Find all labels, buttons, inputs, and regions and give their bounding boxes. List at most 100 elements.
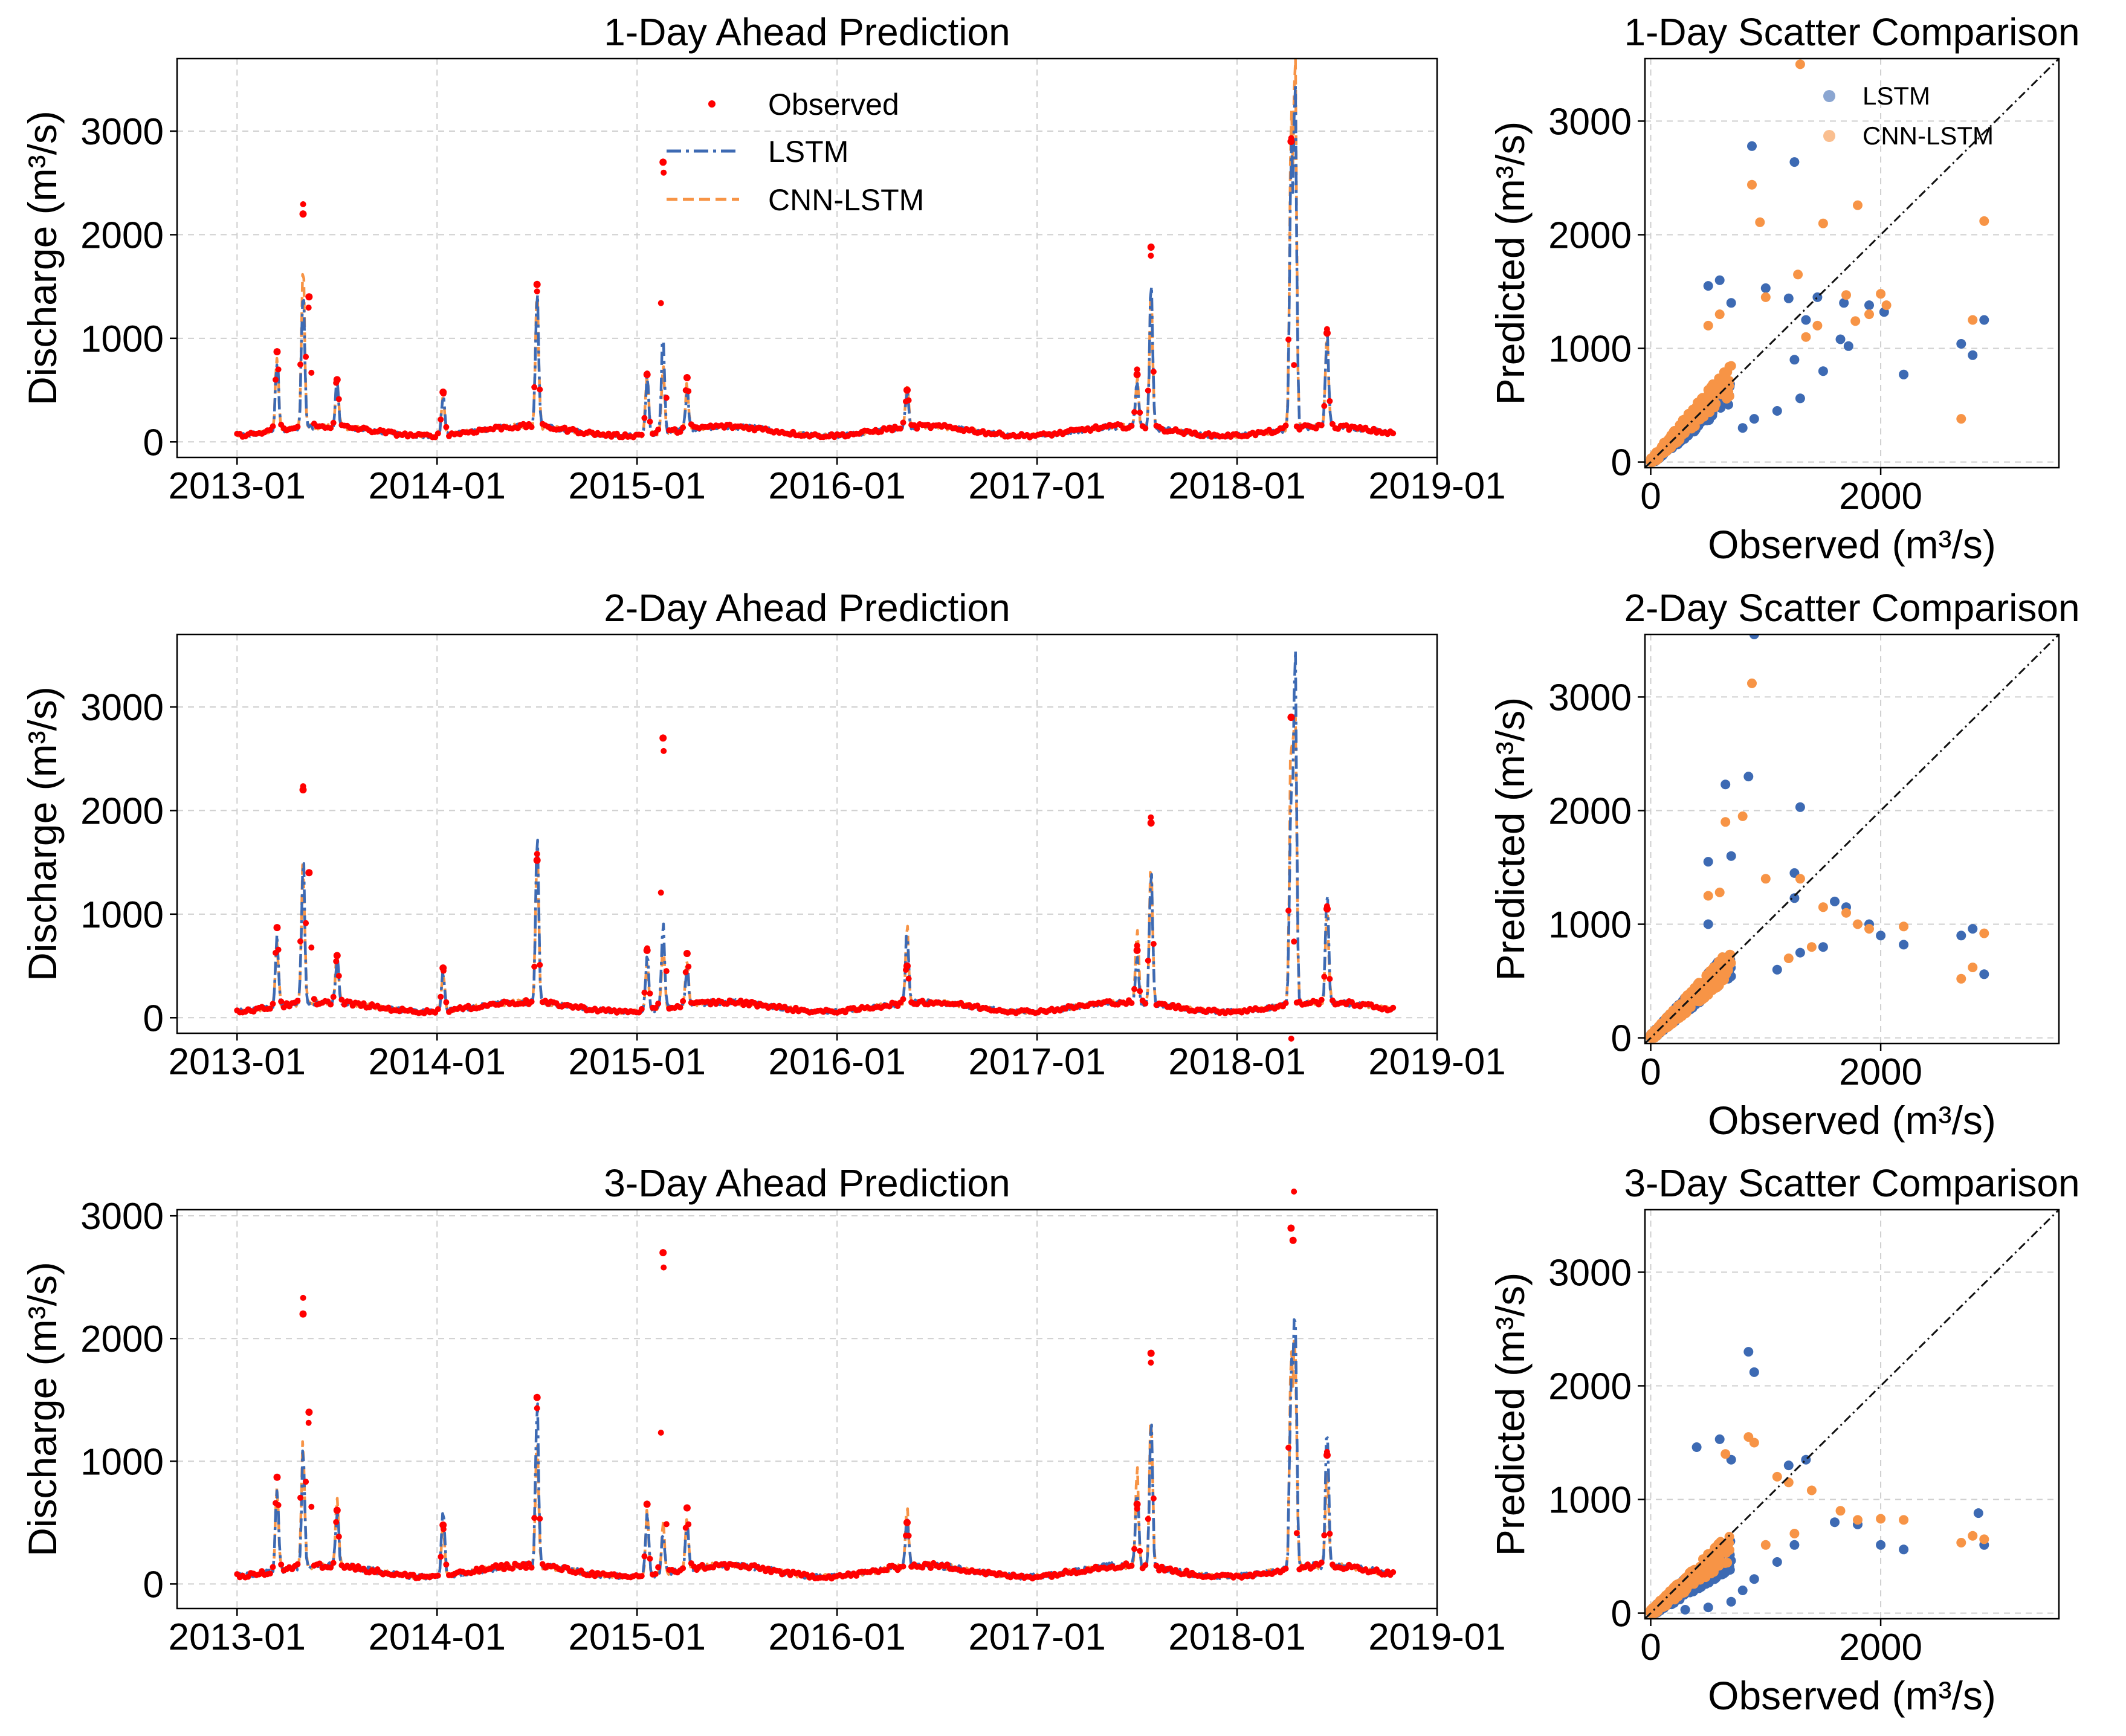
y-tick-label: 3000 (1548, 1252, 1632, 1294)
cnn-lstm-scatter-point (1899, 921, 1909, 932)
observed-series (234, 1035, 1397, 1582)
observed-peak-point (439, 1521, 447, 1529)
x-tick-label: 0 (1640, 1051, 1661, 1093)
legend-label-observed: Observed (768, 88, 899, 121)
cnn-lstm-scatter-point (1747, 678, 1757, 688)
observed-peak-point (533, 280, 541, 288)
cnn-lstm-scatter-point (1881, 300, 1892, 311)
observed-point (655, 1564, 662, 1570)
observed-point (498, 1561, 505, 1568)
observed-point (333, 1518, 340, 1525)
x-axis-label: Observed (m³/s) (1708, 1673, 1996, 1718)
observed-point (275, 1502, 282, 1508)
observed-point (1137, 1547, 1143, 1554)
observed-point (1318, 422, 1325, 428)
observed-point (1148, 814, 1154, 821)
cnn-lstm-scatter-point (1700, 406, 1710, 416)
y-tick-label: 1000 (1548, 1480, 1632, 1521)
observed-point (509, 1566, 515, 1572)
observed-peak-point (643, 370, 651, 378)
observed-point (647, 418, 653, 425)
observed-peak-point (1287, 138, 1295, 146)
y-tick-label: 2000 (80, 215, 164, 256)
observed-point (528, 424, 535, 430)
observed-peak-point (1287, 714, 1295, 721)
observed-point (435, 1572, 441, 1579)
y-axis-label: Discharge (m³/s) (20, 111, 65, 405)
observed-point (638, 1005, 645, 1012)
observed-point (308, 369, 315, 376)
observed-point (897, 425, 903, 432)
lstm-scatter-point (1714, 1434, 1725, 1444)
lstm-scatter-point (1691, 1442, 1702, 1452)
observed-peak-point (1133, 1500, 1141, 1508)
cnn-lstm-scatter-point (1841, 290, 1851, 300)
observed-point (1293, 1530, 1300, 1537)
observed-point (1282, 1000, 1289, 1007)
observed-peak-point (903, 1518, 911, 1526)
lstm-scatter-point (1749, 1574, 1759, 1584)
observed-point (1134, 942, 1140, 949)
observed-peak-point (299, 1310, 307, 1318)
observed-peak-point (273, 348, 281, 356)
lstm-scatter-point (1968, 924, 1978, 934)
observed-point (300, 1294, 306, 1301)
observed-point (685, 1521, 692, 1528)
observed-point (914, 425, 920, 432)
observed-point (316, 1560, 323, 1567)
observed-point (330, 419, 337, 426)
lstm-scatter-point (1703, 281, 1713, 291)
cnn-lstm-scatter-point (1666, 1594, 1676, 1604)
observed-point (1321, 402, 1328, 409)
y-tick-label: 0 (143, 422, 164, 463)
cnn-lstm-scatter-point (1864, 309, 1874, 320)
observed-series (234, 135, 1397, 440)
observed-point (928, 1565, 934, 1571)
observed-point (677, 428, 683, 435)
cnn-lstm-scatter-point (1841, 908, 1851, 918)
observed-peak-point (1287, 1224, 1295, 1232)
x-tick-label: 2014-01 (368, 1041, 506, 1083)
observed-peak-point (903, 962, 911, 970)
observed-point (905, 1532, 912, 1539)
legend: LSTM CNN-LSTM (1823, 82, 1994, 150)
lstm-scatter-point (1818, 942, 1828, 952)
lstm-scatter-point (1789, 893, 1800, 903)
cnn-lstm-scatter-point (1712, 970, 1722, 981)
cnn-lstm-scatter-point (1665, 435, 1675, 445)
observed-series (234, 713, 1397, 1016)
observed-point (308, 944, 315, 951)
y-tick-label: 1000 (1548, 905, 1632, 946)
lstm-scatter-point (1876, 931, 1886, 941)
observed-point (328, 1001, 334, 1008)
observed-point (1321, 1532, 1328, 1538)
lstm-scatter-point (1818, 366, 1828, 376)
observed-point (1148, 253, 1154, 259)
observed-point (1137, 409, 1143, 416)
observed-point (308, 1503, 315, 1510)
observed-point (1390, 1569, 1397, 1575)
observed-point (663, 395, 670, 401)
lstm-scatter-point (1864, 300, 1874, 311)
lstm-series-line (236, 649, 1394, 1015)
observed-point (680, 424, 687, 431)
lstm-scatter-point (1737, 1586, 1748, 1595)
lstm-scatter-point (1843, 341, 1853, 351)
observed-point (278, 998, 285, 1005)
chart-title: 2-Day Scatter Comparison (1624, 586, 2079, 630)
observed-point (330, 993, 337, 1000)
observed-point (1326, 1531, 1333, 1537)
scatter-panel-2day: 0 2000 0 1000 2000 3000 2-Day Scatter Comparis… (1488, 586, 2080, 1143)
x-tick-label: 2017-01 (968, 465, 1106, 507)
observed-point (435, 1006, 441, 1013)
cnn-lstm-scatter-point (1714, 887, 1725, 897)
scatter-panel-1day: 0 2000 0 1000 2000 3000 1-Day Scatter Comparis… (1488, 10, 2080, 567)
observed-point (638, 431, 645, 438)
observed-point (737, 998, 744, 1004)
observed-point (1153, 1563, 1160, 1569)
y-tick-label: 1000 (80, 1441, 164, 1483)
cnn-lstm-scatter-point (1789, 1529, 1800, 1538)
y-tick-label: 1000 (80, 318, 164, 360)
x-tick-label: 2018-01 (1168, 1041, 1306, 1083)
observed-point (300, 201, 306, 207)
